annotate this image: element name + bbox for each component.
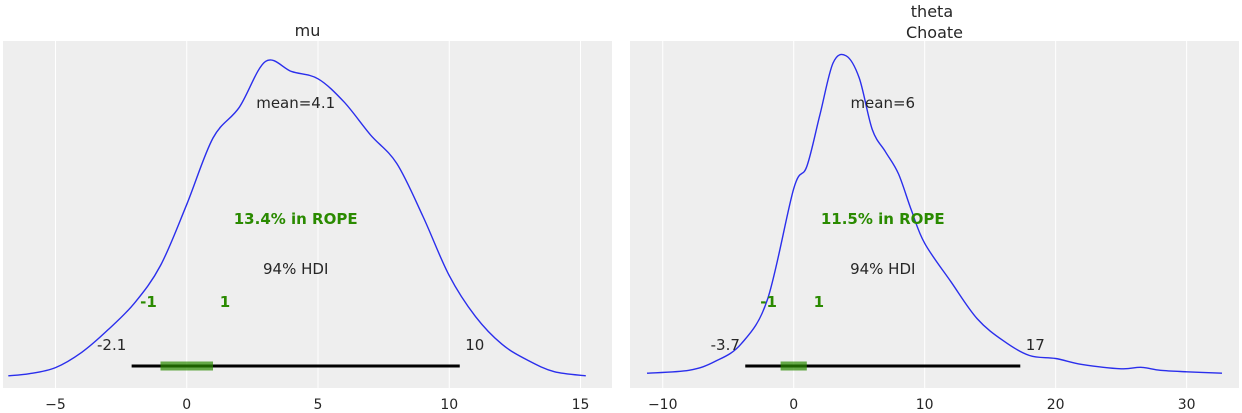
x-tick-label: −10 <box>648 397 678 413</box>
hdi-label-theta-choate: 94% HDI <box>850 260 915 278</box>
panel-title-mu: mu <box>295 21 321 40</box>
hdi-high-label-theta-choate: 17 <box>1026 336 1045 354</box>
hdi-low-label-mu: -2.1 <box>97 336 126 354</box>
hdi-low-label-theta-choate: -3.7 <box>711 336 740 354</box>
x-tick-label: 20 <box>1047 397 1065 413</box>
x-tick-label: 0 <box>789 397 798 413</box>
rope-high-label-theta-choate: 1 <box>814 293 824 311</box>
panel-mu: mu mean=4.1 13.4% in ROPE 94% HDI -1 1 -… <box>3 21 612 413</box>
plot-area-theta-choate <box>630 41 1239 388</box>
panel-theta-choate: theta Choate mean=6 11.5% in ROPE 94% HD… <box>630 2 1239 413</box>
hdi-label-mu: 94% HDI <box>263 260 328 278</box>
x-tick-label: 0 <box>182 397 191 413</box>
x-ticks-theta-choate: −10 0 10 20 30 <box>648 397 1196 413</box>
x-tick-label: 10 <box>916 397 934 413</box>
rope-low-label-theta-choate: -1 <box>760 293 777 311</box>
rope-high-label-mu: 1 <box>220 293 230 311</box>
x-tick-label: 5 <box>314 397 323 413</box>
x-tick-label: 30 <box>1178 397 1196 413</box>
panel-title-theta-choate: theta Choate <box>906 2 963 42</box>
panel-title-line-2: Choate <box>906 23 963 42</box>
plot-area-mu <box>3 41 612 388</box>
x-ticks-mu: −5 0 5 10 15 <box>45 397 589 413</box>
mean-label-theta-choate: mean=6 <box>850 94 915 112</box>
density-curve-mu <box>8 59 586 377</box>
x-tick-label: −5 <box>45 397 66 413</box>
rope-low-label-mu: -1 <box>140 293 157 311</box>
mean-label-mu: mean=4.1 <box>256 94 335 112</box>
gridlines-theta-choate <box>662 41 1188 388</box>
gridlines-mu <box>55 41 581 388</box>
rope-label-mu: 13.4% in ROPE <box>234 210 358 228</box>
rope-label-theta-choate: 11.5% in ROPE <box>821 210 945 228</box>
x-tick-label: 15 <box>572 397 590 413</box>
x-tick-label: 10 <box>440 397 458 413</box>
hdi-high-label-mu: 10 <box>465 336 484 354</box>
density-curve-theta-choate <box>646 53 1223 374</box>
panel-title-line-1: theta <box>911 2 953 21</box>
